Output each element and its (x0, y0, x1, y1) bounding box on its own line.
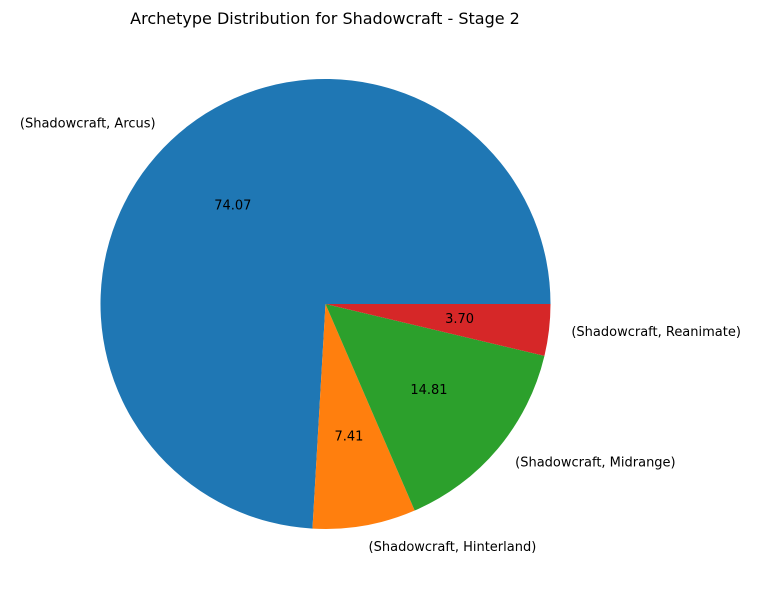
labels-layer: (Shadowcraft, Arcus) 74.07 (Shadowcraft, H… (20, 116, 741, 555)
slice-value-shadowcraft-midrange: 14.81 (410, 383, 447, 398)
pie-slice-shadowcraft-hinterland (312, 304, 415, 529)
pie-slice-shadowcraft-midrange (325, 304, 545, 511)
slice-label-shadowcraft-midrange: (Shadowcraft, Midrange) (515, 456, 676, 471)
slice-value-shadowcraft-arcus: 74.07 (214, 198, 251, 213)
slices-layer (100, 79, 551, 529)
slice-value-shadowcraft-reanimate: 3.70 (445, 312, 474, 327)
slice-label-shadowcraft-arcus: (Shadowcraft, Arcus) (20, 116, 156, 131)
slice-label-shadowcraft-hinterland: (Shadowcraft, Hinterland) (369, 540, 537, 555)
pie-slice-shadowcraft-reanimate (325, 304, 551, 356)
slice-label-shadowcraft-reanimate: (Shadowcraft, Reanimate) (571, 325, 741, 340)
slice-value-shadowcraft-hinterland: 7.41 (335, 429, 364, 444)
chart-title: Archetype Distribution for Shadowcraft -… (130, 9, 520, 28)
pie-slice-shadowcraft-arcus (100, 79, 551, 529)
